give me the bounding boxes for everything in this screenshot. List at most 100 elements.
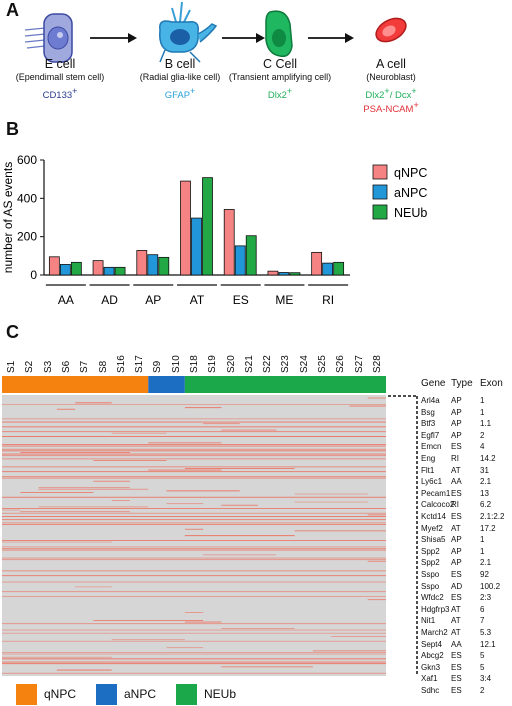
panel-b-label: B bbox=[6, 119, 19, 139]
gene-table-row: Ly6c1 AA 2.1 bbox=[421, 477, 512, 489]
heatmap-event-row bbox=[2, 640, 386, 642]
sample-label-s23: S23 bbox=[280, 355, 292, 373]
heatmap-event-segment bbox=[56, 669, 112, 671]
exon-id: 2:3 bbox=[480, 593, 492, 603]
heatmap-event-row bbox=[2, 557, 386, 559]
gene-table-row: Sept4 AA 12.1 bbox=[421, 640, 512, 652]
exon-column-header: Exon bbox=[480, 378, 503, 389]
heatmap-event-segment bbox=[166, 490, 240, 492]
sample-label-s1: S1 bbox=[6, 360, 18, 373]
b-cell-icon bbox=[159, 1, 218, 63]
heatmap-event-segment bbox=[148, 442, 222, 444]
heatmap-event-segment bbox=[367, 560, 386, 562]
heatmap-event-row bbox=[2, 512, 386, 514]
heatmap-event-row bbox=[2, 549, 386, 551]
gene-name: March2 bbox=[421, 628, 448, 637]
legend-label-qnpc: qNPC bbox=[394, 166, 427, 180]
heatmap-event-row bbox=[2, 421, 386, 423]
bar-anpc-ad bbox=[103, 266, 115, 276]
event-type: AT bbox=[451, 604, 461, 614]
heatmap-event-row bbox=[2, 629, 386, 631]
event-type: AP bbox=[451, 546, 462, 556]
a-cell-subtitle: (Neuroblast) bbox=[366, 72, 416, 82]
sample-label-s20: S20 bbox=[225, 355, 237, 373]
gene-table-row: Flt1 AT 31 bbox=[421, 466, 512, 478]
gene-table-row: Wfdc2 ES 2:3 bbox=[421, 593, 512, 605]
exon-id: 2.1:2.2 bbox=[480, 512, 505, 521]
heatmap-event-segment bbox=[184, 468, 295, 469]
heatmap-event-row bbox=[2, 496, 386, 498]
event-type: AP bbox=[451, 407, 462, 417]
event-type: AT bbox=[451, 616, 461, 626]
legend-swatch-neub bbox=[176, 684, 197, 705]
gene-name: Sdhc bbox=[421, 686, 440, 695]
event-type: ES bbox=[451, 570, 462, 579]
heatmap-event-segment bbox=[111, 639, 185, 641]
exon-id: 14.2 bbox=[480, 454, 496, 463]
bar-neub-at bbox=[202, 177, 213, 276]
category-label-ri: RI bbox=[322, 293, 334, 307]
gene-name: Spp2 bbox=[421, 546, 440, 556]
heatmap-event-segment bbox=[20, 452, 131, 453]
gene-name: Myef2 bbox=[421, 523, 443, 533]
event-type: ES bbox=[451, 651, 462, 661]
category-label-ap: AP bbox=[145, 293, 161, 307]
heatmap-event-segment bbox=[367, 514, 386, 516]
gene-name: Pecam1 bbox=[421, 488, 451, 498]
exon-id: 2.1 bbox=[480, 477, 492, 487]
heatmap-event-segment bbox=[75, 402, 112, 404]
heatmap-event-segment bbox=[294, 501, 368, 503]
sample-label-s22: S22 bbox=[262, 355, 274, 373]
heatmap-event-row bbox=[2, 540, 386, 541]
heatmap-event-row bbox=[2, 458, 386, 460]
gene-table-row: Bsg AP 1 bbox=[421, 408, 512, 420]
event-type: AP bbox=[451, 558, 462, 568]
bar-anpc-aa bbox=[59, 264, 71, 276]
gene-table-row: Xaf1 ES 3:4 bbox=[421, 674, 512, 686]
gene-table-row: Sspo AD 100.2 bbox=[421, 582, 512, 594]
heatmap-event-segment bbox=[93, 460, 167, 461]
heatmap-event-segment bbox=[294, 493, 368, 495]
heatmap-event-row bbox=[2, 596, 386, 597]
event-type: AD bbox=[451, 581, 463, 591]
event-type: AP bbox=[451, 535, 462, 545]
event-type: AT bbox=[451, 465, 461, 475]
e-cell-subtitle: (Ependimall stem cell) bbox=[15, 72, 105, 82]
gene-table-row: Gkn3 ES 5 bbox=[421, 663, 512, 675]
y-tick-label: 600 bbox=[17, 153, 37, 167]
legend-swatch-qnpc bbox=[372, 164, 388, 180]
event-type: AP bbox=[451, 396, 462, 405]
heatmap-event-row bbox=[2, 444, 386, 445]
exon-id: 13 bbox=[480, 488, 489, 498]
bar-neub-aa bbox=[70, 261, 82, 276]
event-type: AA bbox=[451, 639, 462, 649]
gene-name: Wfdc2 bbox=[421, 593, 444, 603]
gene-table-row: Spp2 AP 2.1 bbox=[421, 558, 512, 570]
heatmap-event-segment bbox=[184, 621, 222, 623]
gene-table-row: Hdgfrp3 AT 6 bbox=[421, 605, 512, 617]
event-type: AP bbox=[451, 419, 462, 429]
gene-table-row: Emcn ES 4 bbox=[421, 442, 512, 454]
heatmap-event-row bbox=[2, 652, 386, 653]
gene-name: Hdgfrp3 bbox=[421, 604, 450, 614]
legend-swatch-neub bbox=[372, 204, 388, 220]
gene-table-row: Shisa5 AP 1 bbox=[421, 535, 512, 547]
sample-label-s28: S28 bbox=[371, 355, 383, 373]
event-type: ES bbox=[451, 593, 462, 603]
a-cell-title: A cell bbox=[376, 57, 406, 71]
sample-label-s26: S26 bbox=[335, 355, 347, 373]
gene-table-row: Egfl7 AP 2 bbox=[421, 431, 512, 443]
heatmap-event-row bbox=[2, 672, 386, 674]
sample-label-s17: S17 bbox=[134, 355, 146, 373]
gene-name: Emcn bbox=[421, 442, 442, 452]
bar-neub-es bbox=[245, 235, 257, 276]
heatmap-event-row bbox=[2, 591, 386, 593]
heatmap-event-segment bbox=[75, 586, 112, 588]
legend-label-qnpc: qNPC bbox=[44, 687, 77, 701]
exon-id: 1 bbox=[480, 535, 485, 545]
sample-label-s16: S16 bbox=[115, 355, 127, 373]
heatmap-event-row bbox=[2, 404, 386, 405]
heatmap-event-segment bbox=[20, 492, 94, 493]
exon-id: 1 bbox=[480, 546, 485, 556]
heatmap-event-row bbox=[2, 559, 386, 561]
